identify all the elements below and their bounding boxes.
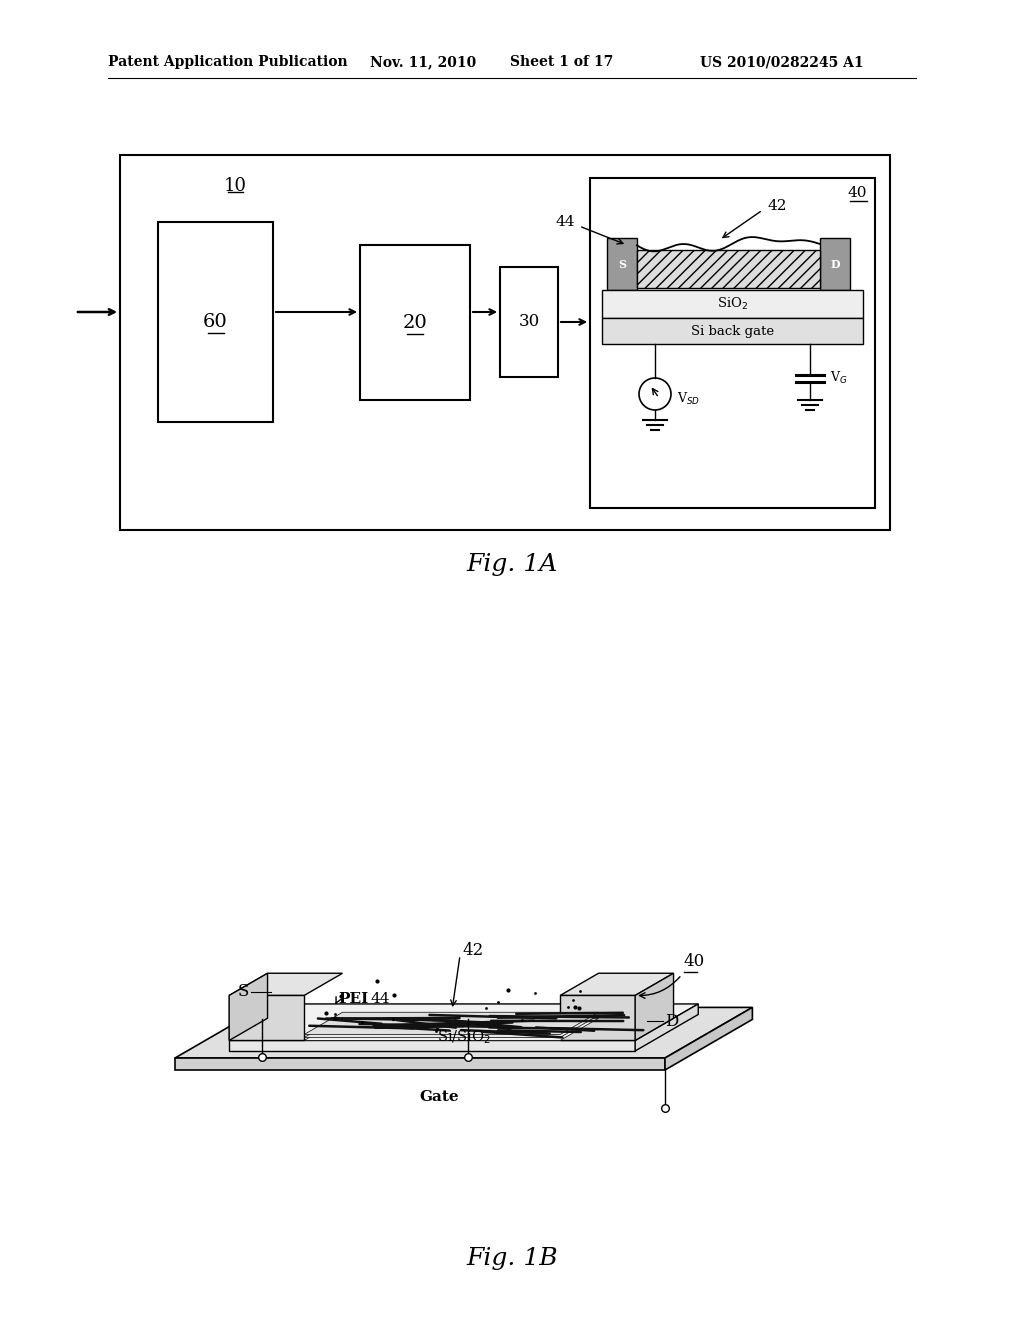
Text: V$_{SD}$: V$_{SD}$ <box>677 391 700 407</box>
Polygon shape <box>229 973 267 1040</box>
Text: S: S <box>238 983 249 1001</box>
Bar <box>500 267 558 378</box>
Polygon shape <box>229 1040 635 1051</box>
Polygon shape <box>304 1018 599 1040</box>
Text: Fig. 1B: Fig. 1B <box>466 1246 558 1270</box>
Polygon shape <box>665 1007 753 1071</box>
Text: 42: 42 <box>462 941 483 958</box>
Text: 40: 40 <box>848 186 867 201</box>
Polygon shape <box>175 1007 753 1059</box>
Text: Nov. 11, 2010: Nov. 11, 2010 <box>370 55 476 69</box>
Polygon shape <box>635 973 674 1040</box>
Text: 60: 60 <box>203 313 228 331</box>
Bar <box>607 238 637 290</box>
Polygon shape <box>229 1005 698 1040</box>
Bar <box>590 178 874 508</box>
Text: US 2010/0282245 A1: US 2010/0282245 A1 <box>700 55 863 69</box>
Bar <box>637 249 820 288</box>
Text: Sheet 1 of 17: Sheet 1 of 17 <box>510 55 613 69</box>
Polygon shape <box>560 995 635 1040</box>
Text: 44: 44 <box>371 993 390 1006</box>
Text: 44: 44 <box>555 215 575 228</box>
Text: 20: 20 <box>402 314 427 331</box>
Polygon shape <box>175 1059 665 1071</box>
Text: Si back gate: Si back gate <box>691 325 774 338</box>
Text: 30: 30 <box>518 314 540 330</box>
Bar <box>602 290 863 318</box>
Text: SiO$_2$: SiO$_2$ <box>717 296 749 312</box>
Text: 10: 10 <box>223 177 247 195</box>
Text: S: S <box>618 259 626 269</box>
Text: 40: 40 <box>684 953 705 970</box>
Polygon shape <box>229 973 343 995</box>
Bar <box>820 238 850 290</box>
Text: Si/SiO$_2$: Si/SiO$_2$ <box>437 1028 490 1045</box>
Circle shape <box>639 378 671 411</box>
Polygon shape <box>304 1012 599 1035</box>
Text: Fig. 1A: Fig. 1A <box>466 553 558 577</box>
Bar <box>120 154 890 531</box>
Bar <box>158 222 273 422</box>
Polygon shape <box>635 1005 698 1051</box>
Polygon shape <box>304 1015 599 1038</box>
Text: 42: 42 <box>768 199 787 213</box>
Polygon shape <box>560 973 674 995</box>
Text: D: D <box>830 259 840 269</box>
Bar <box>602 318 863 345</box>
Text: Gate: Gate <box>420 1090 459 1104</box>
Text: PEI: PEI <box>338 993 369 1006</box>
Text: D: D <box>666 1012 679 1030</box>
Polygon shape <box>229 995 304 1040</box>
Bar <box>360 246 470 400</box>
Text: Patent Application Publication: Patent Application Publication <box>108 55 347 69</box>
Text: V$_{G}$: V$_{G}$ <box>830 370 848 385</box>
